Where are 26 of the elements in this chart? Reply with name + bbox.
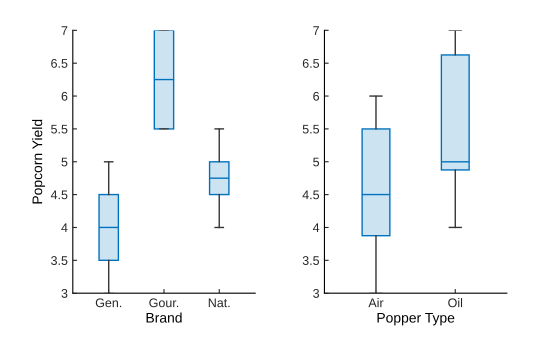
x-tick-label: Nat. [208,298,230,308]
y-tick-label: 4 [312,223,320,232]
y-tick-label: 6 [62,92,68,101]
y-tick-label: 3.5 [51,256,68,265]
y-tick-label: 7 [313,26,319,35]
y-tick-label: 5.5 [51,124,68,134]
x-tick-label: Gen. [96,298,122,308]
y-tick-label: 6.5 [51,58,68,68]
y-tick-label: 7 [62,26,68,35]
x-tick-label: Gour. [149,298,178,308]
y-tick-label: 3 [61,288,68,298]
y-tick-label: 4.5 [302,190,320,200]
y-tick-label: 3.5 [302,256,320,265]
y-tick-label: 6.5 [302,58,320,68]
x-axis-title: Popper Type [378,312,454,326]
y-tick-label: 5.5 [302,124,320,134]
x-tick-label: Oil [448,298,462,308]
x-axis-title: Brand [146,312,182,323]
y-tick-label: 6 [313,92,320,101]
y-tick-label: 3 [313,288,320,298]
y-axis-title: Popcorn Yield [32,120,46,204]
y-tick-label: 5 [313,158,320,166]
y-tick-label: 5 [61,158,68,166]
y-tick-label: 4.5 [50,190,68,200]
x-tick-label: Air [368,298,384,308]
y-tick-label: 4 [61,223,68,232]
